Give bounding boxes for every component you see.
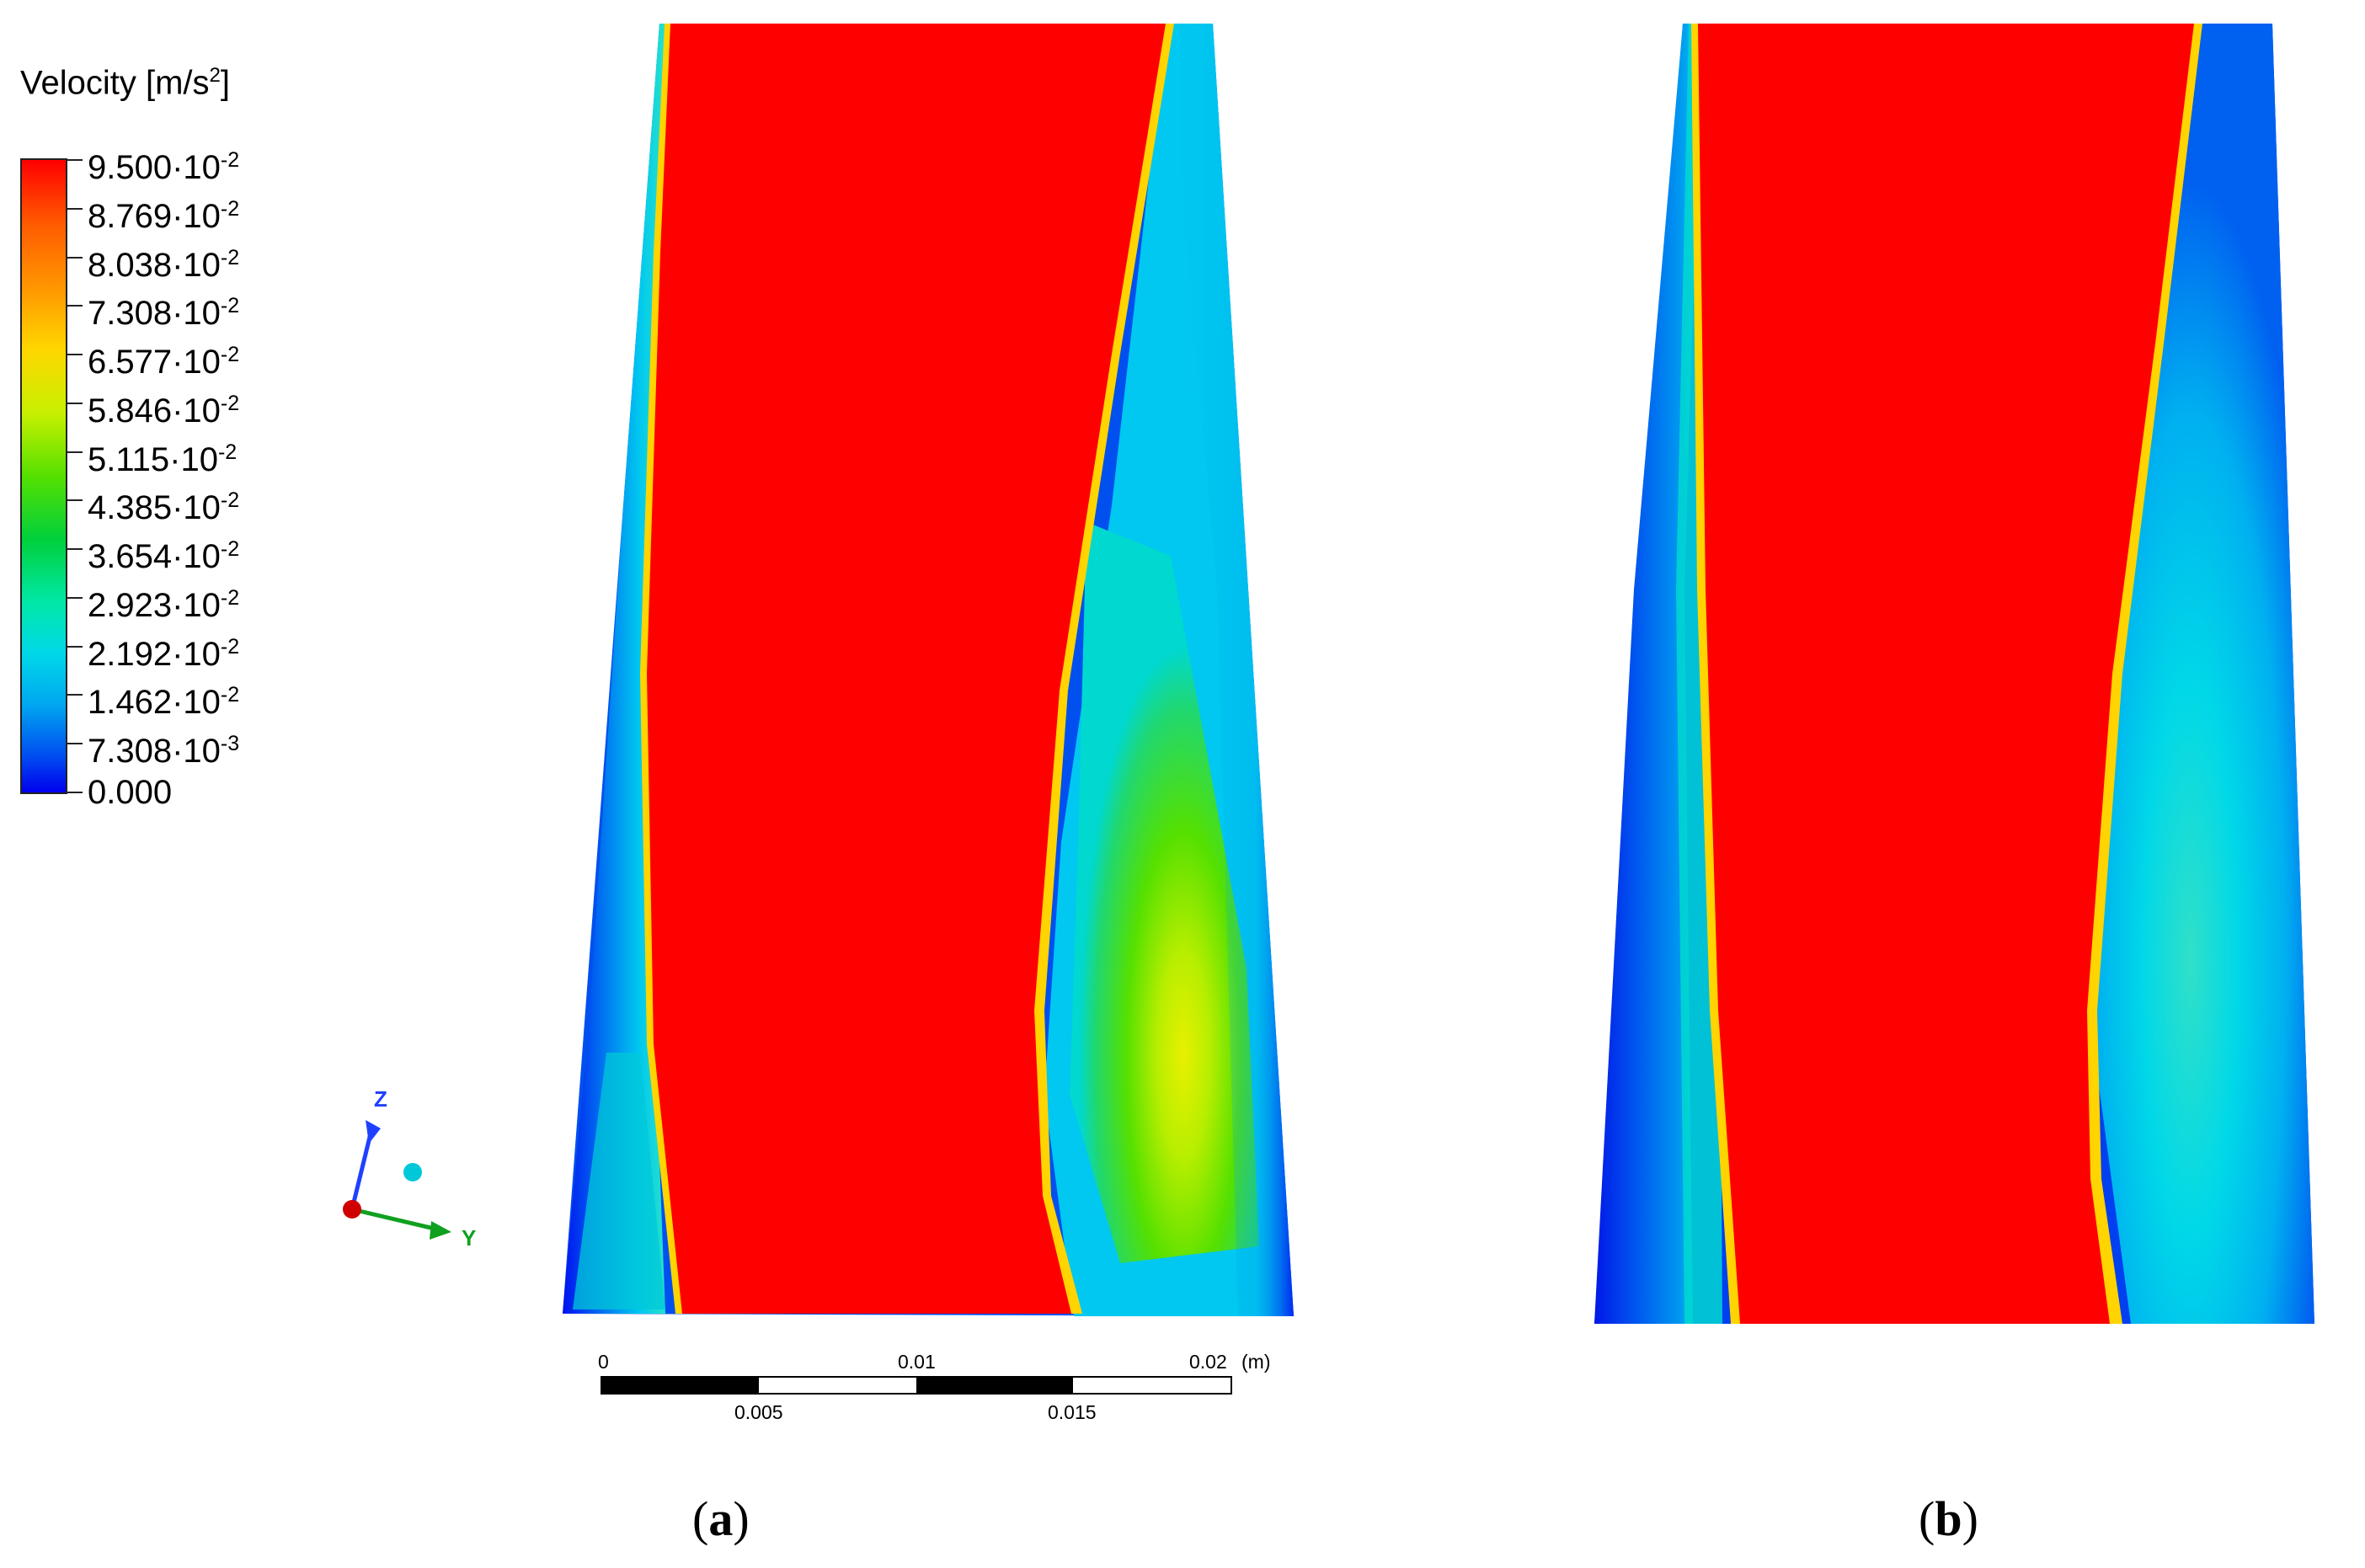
legend-tick-mark [67, 159, 83, 161]
legend-tick-label: 0.000 [88, 774, 173, 811]
legend-tick-mark [67, 305, 83, 307]
y-axis-arrow [430, 1221, 451, 1240]
z-axis-label: Z [374, 1086, 387, 1112]
legend-tick-label: 8.038·10-2 [88, 245, 240, 284]
legend-tick-label: 7.308·10-2 [88, 294, 240, 333]
z-axis-arrow [366, 1120, 381, 1144]
scale-label-0015: 0.015 [1048, 1401, 1097, 1423]
legend-tick-label: 8.769·10-2 [88, 196, 240, 235]
legend-tick-mark [67, 402, 83, 404]
legend-tick-label: 2.923·10-2 [88, 585, 240, 624]
legend-tick-label: 6.577·10-2 [88, 343, 240, 381]
legend-tick-mark [67, 256, 83, 259]
legend-tick-mark [67, 354, 83, 356]
legend-tick-mark [67, 596, 83, 599]
y-axis-line [351, 1207, 439, 1232]
legend-tick-label: 1.462·10-2 [88, 683, 240, 722]
legend-title: Velocity [m/s2] [20, 64, 230, 102]
legend-tick-mark [67, 499, 83, 502]
legend-tick-label: 3.654·10-2 [88, 537, 240, 576]
legend-tick-label: 5.846·10-2 [88, 391, 240, 429]
legend-tick-mark [67, 548, 83, 551]
y-axis-label: Y [462, 1225, 477, 1251]
caption-a: (a) [692, 1491, 750, 1546]
axes-triad [343, 1120, 451, 1240]
legend-tick-label: 4.385·10-2 [88, 488, 240, 527]
scale-label-002: 0.02 [1189, 1351, 1227, 1373]
panel-b-contour [1594, 24, 2314, 1324]
scale-bar-segment [916, 1378, 1073, 1393]
scale-label-001: 0.01 [898, 1351, 936, 1373]
legend-tick-mark [67, 451, 83, 453]
legend-tick-label: 9.500·10-2 [88, 148, 240, 186]
legend-tick-label: 5.115·10-2 [88, 440, 238, 478]
legend-tick-mark [67, 743, 83, 745]
legend-tick-label: 2.192·10-2 [88, 634, 240, 673]
legend-colorbar [20, 158, 67, 794]
scale-label-0: 0 [598, 1351, 609, 1373]
origin-dot [343, 1200, 361, 1219]
legend-tick-mark [67, 792, 83, 793]
legend-tick-label: 7.308·10-3 [88, 732, 240, 771]
scale-label-0005: 0.005 [734, 1401, 783, 1423]
legend-tick-mark [67, 207, 83, 210]
scale-unit: (m) [1241, 1351, 1271, 1373]
caption-b: (b) [1919, 1491, 1978, 1546]
scale-bar-segment [602, 1378, 759, 1393]
scale-bar [601, 1376, 1232, 1395]
legend-tick-mark [67, 694, 83, 696]
legend-tick-mark [67, 645, 83, 648]
panel-a-contour [563, 24, 1294, 1316]
view-point-dot [403, 1163, 422, 1181]
